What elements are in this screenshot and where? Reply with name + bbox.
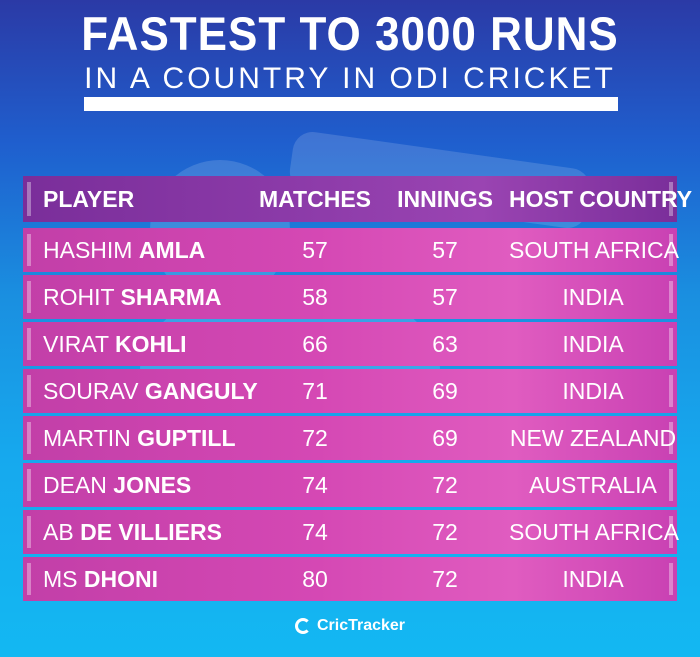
country-cell: NEW ZEALAND [509,424,677,451]
player-first-name: MARTIN [43,424,131,451]
player-first-name: ROHIT [43,283,115,310]
table-row: DEAN JONES 74 72 AUSTRALIA [23,463,677,507]
innings-cell: 72 [432,518,458,545]
player-name: HASHIM AMLA [23,237,249,264]
country-cell: INDIA [562,565,624,592]
player-last-name: DE VILLIERS [80,518,222,545]
table-row: SOURAV GANGULY 71 69 INDIA [23,369,677,413]
country-cell: AUSTRALIA [529,471,657,498]
player-first-name: AB [43,518,74,545]
player-last-name: AMLA [138,236,206,263]
player-name: ROHIT SHARMA [23,284,249,311]
matches-cell: 74 [302,518,328,545]
header-host-country: HOST COUNTRY [509,185,693,212]
matches-cell: 74 [302,471,328,498]
player-last-name: DHONI [83,565,159,592]
table-row: MS DHONI 80 72 INDIA [23,557,677,601]
matches-cell: 80 [302,565,328,592]
player-name: VIRAT KOHLI [23,331,249,358]
innings-cell: 57 [432,236,458,263]
innings-cell: 69 [432,377,458,404]
player-last-name: GANGULY [144,377,258,404]
player-last-name: JONES [113,471,192,498]
player-name: MARTIN GUPTILL [23,425,249,452]
header-matches: MATCHES [258,185,371,212]
player-first-name: VIRAT [43,330,109,357]
innings-cell: 69 [432,424,458,451]
player-name: AB DE VILLIERS [23,519,249,546]
title-underline [84,97,618,111]
player-name: SOURAV GANGULY [23,377,258,405]
matches-cell: 66 [302,330,328,357]
matches-cell: 71 [302,377,328,404]
player-first-name: DEAN [43,471,107,498]
table-row: MARTIN GUPTILL 72 69 NEW ZEALAND [23,416,677,460]
country-cell: SOUTH AFRICA [509,236,679,263]
player-name: DEAN JONES [23,472,249,499]
innings-cell: 57 [432,283,458,310]
player-last-name: GUPTILL [137,424,236,451]
player-name: MS DHONI [23,566,249,593]
table-header-row: PLAYER MATCHES INNINGS HOST COUNTRY [23,176,693,222]
country-cell: SOUTH AFRICA [509,518,679,545]
table-row: VIRAT KOHLI 66 63 INDIA [23,322,677,366]
brand-name: CricTracker [316,617,406,634]
crictracker-logo-icon [294,618,311,634]
infographic-subtitle: IN A COUNTRY IN ODI CRICKET [84,62,616,95]
player-first-name: SOURAV [43,377,139,404]
country-cell: INDIA [562,377,624,404]
innings-cell: 72 [432,471,458,498]
infographic-title: FASTEST TO 3000 RUNS [81,7,619,61]
table-row: HASHIM AMLA 57 57 SOUTH AFRICA [23,228,679,272]
header-player: PLAYER [43,185,135,212]
innings-cell: 63 [432,330,458,357]
country-cell: INDIA [562,330,624,357]
header-innings: INNINGS [397,185,493,212]
country-cell: INDIA [562,283,624,310]
matches-cell: 72 [302,424,328,451]
brand-footer: CricTracker [0,617,700,635]
table-row: AB DE VILLIERS 74 72 SOUTH AFRICA [23,510,679,554]
stats-table: PLAYER MATCHES INNINGS HOST COUNTRY HASH… [23,176,693,604]
matches-cell: 58 [302,283,328,310]
table-row: ROHIT SHARMA 58 57 INDIA [23,275,677,319]
player-last-name: SHARMA [120,283,222,310]
player-first-name: MS [43,565,78,592]
player-last-name: KOHLI [115,330,187,357]
innings-cell: 72 [432,565,458,592]
player-first-name: HASHIM [43,236,133,263]
matches-cell: 57 [302,236,328,263]
